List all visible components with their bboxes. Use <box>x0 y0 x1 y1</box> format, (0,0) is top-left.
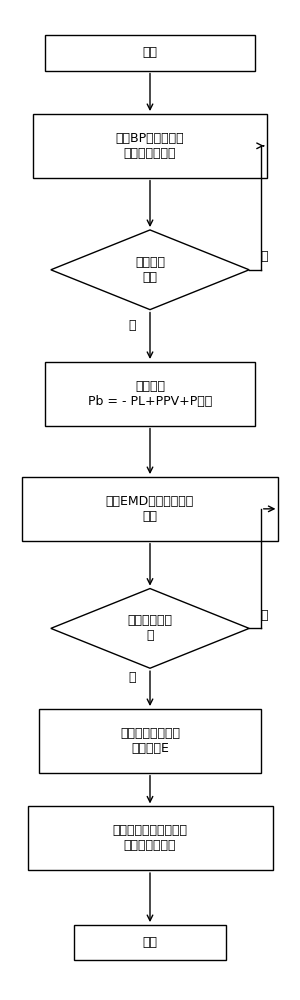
Text: 改进EMD算法平滑储能
功率: 改进EMD算法平滑储能 功率 <box>106 495 194 523</box>
Text: 是: 是 <box>129 319 136 332</box>
Text: 满足误差
指标: 满足误差 指标 <box>135 256 165 284</box>
Polygon shape <box>51 589 249 668</box>
FancyBboxPatch shape <box>74 925 226 960</box>
FancyBboxPatch shape <box>45 362 255 426</box>
Text: 储能功率
Pb = - PL+PPV+P电网: 储能功率 Pb = - PL+PPV+P电网 <box>88 380 212 408</box>
Polygon shape <box>51 230 249 310</box>
Text: 满足波动率指
标: 满足波动率指 标 <box>128 614 172 642</box>
FancyBboxPatch shape <box>39 709 261 773</box>
FancyBboxPatch shape <box>22 477 278 541</box>
Text: 确定紧急备用容量与平
滑波动容量之比: 确定紧急备用容量与平 滑波动容量之比 <box>112 824 188 852</box>
Text: 是: 是 <box>129 671 136 684</box>
Text: 开始: 开始 <box>142 46 158 59</box>
Text: 采用BP神经网络预
测光伏功率输出: 采用BP神经网络预 测光伏功率输出 <box>116 132 184 160</box>
FancyBboxPatch shape <box>33 114 267 178</box>
FancyBboxPatch shape <box>45 35 255 71</box>
Text: 否: 否 <box>261 250 268 263</box>
Text: 否: 否 <box>261 609 268 622</box>
Text: 仿真法计算储能功
率和容量E: 仿真法计算储能功 率和容量E <box>120 727 180 755</box>
FancyBboxPatch shape <box>28 806 272 870</box>
Text: 结束: 结束 <box>142 936 158 949</box>
